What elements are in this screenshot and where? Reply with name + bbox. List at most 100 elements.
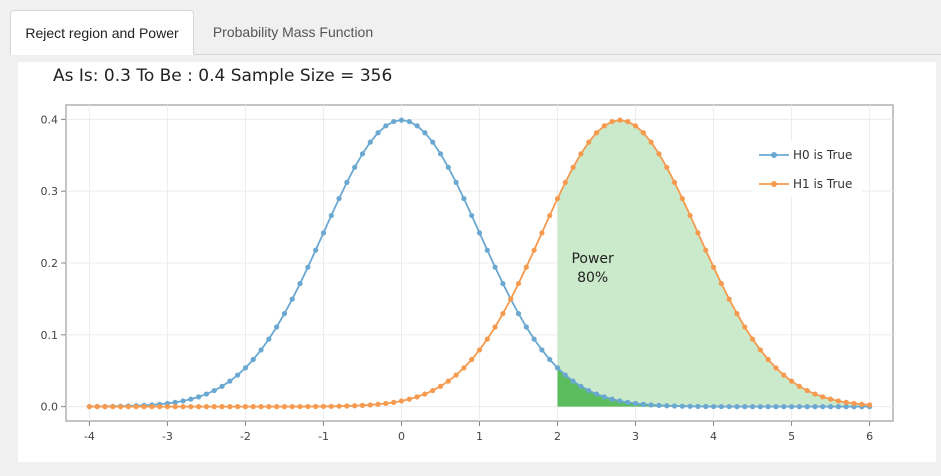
data-point [398,398,405,404]
data-point [328,403,334,409]
data-point [796,383,802,389]
data-point [484,336,490,342]
data-point [500,311,506,317]
data-point [726,296,732,302]
data-point [703,247,709,253]
data-point [773,404,779,410]
data-point [414,394,420,400]
data-point [367,139,373,145]
data-point [274,324,280,330]
data-point [515,280,522,287]
legend-item[interactable]: H1 is True [759,177,852,191]
data-point [625,399,631,405]
data-point [664,403,670,409]
data-point [102,404,108,410]
data-point [149,404,155,410]
legend-label: H0 is True [793,148,852,162]
data-point [235,372,241,378]
data-point [266,404,272,410]
data-point [562,372,568,378]
y-tick-label: 0.4 [41,113,59,126]
data-point [453,372,459,378]
x-tick-label: 0 [398,430,405,443]
data-point [203,404,210,410]
data-point [196,394,202,400]
data-point [554,365,561,371]
data-point [523,324,529,330]
data-point [843,399,849,405]
legend-item[interactable]: H0 is True [759,148,852,162]
data-point [461,195,467,202]
data-point [313,403,319,410]
data-point [219,404,225,410]
data-point [851,400,857,407]
data-point [203,391,210,397]
data-point [593,130,600,136]
data-point [562,179,568,185]
data-point [476,347,483,353]
data-point [445,378,451,384]
data-point [765,404,771,410]
data-point [430,139,436,145]
data-point [781,404,787,410]
data-point [788,404,795,410]
x-tick-label: 2 [554,430,561,443]
data-point [398,117,405,123]
y-tick-label: 0.0 [41,401,59,414]
data-point [547,356,553,363]
x-tick-label: 3 [632,430,639,443]
data-point [125,404,132,410]
data-point [687,403,693,409]
data-point [804,404,810,410]
data-point [679,403,685,409]
data-point [539,230,545,236]
data-point [640,130,646,136]
data-point [375,130,381,136]
data-point [188,404,194,410]
data-point [492,264,498,270]
data-point [718,280,724,287]
data-point [695,230,701,236]
legend-label: H1 is True [793,177,852,191]
data-point [383,400,389,407]
data-point [757,404,763,410]
x-tick-label: 6 [866,430,873,443]
data-point [492,324,498,330]
data-point [445,164,451,170]
data-point [250,356,256,363]
data-point [796,404,802,410]
data-point [437,383,444,389]
data-point [601,394,607,400]
data-point [820,394,826,400]
data-point [422,130,428,136]
data-point [133,404,139,410]
x-tick-label: -2 [240,430,251,443]
data-point [476,230,483,236]
data-point [375,401,381,407]
data-point [328,212,334,219]
data-point [227,378,233,384]
data-point [625,118,631,125]
data-point [437,151,444,157]
series-layer [86,117,873,410]
data-point [219,383,225,389]
data-point [531,247,537,253]
legend-box [752,141,862,196]
data-point [703,403,709,410]
legend-marker-icon [771,181,777,187]
data-point [742,404,748,410]
data-point [648,402,654,408]
data-point [586,139,592,145]
data-point [632,123,639,129]
data-point [344,403,350,409]
x-tick-label: -3 [162,430,173,443]
data-point [391,118,397,125]
data-point [671,179,678,185]
axis-ticks: -4 -3 -2 -1 0 1 2 3 4 5 6 0.0 0.1 0.2 0.3 0.4 [41,113,874,443]
data-point [508,296,514,302]
tab-probability-mass-function[interactable]: Probability Mass Function [212,24,374,40]
tab-reject-region-and-power[interactable]: Reject region and Power [10,10,194,55]
x-tick-label: 4 [710,430,717,443]
data-point [305,403,311,410]
data-point [710,264,717,270]
